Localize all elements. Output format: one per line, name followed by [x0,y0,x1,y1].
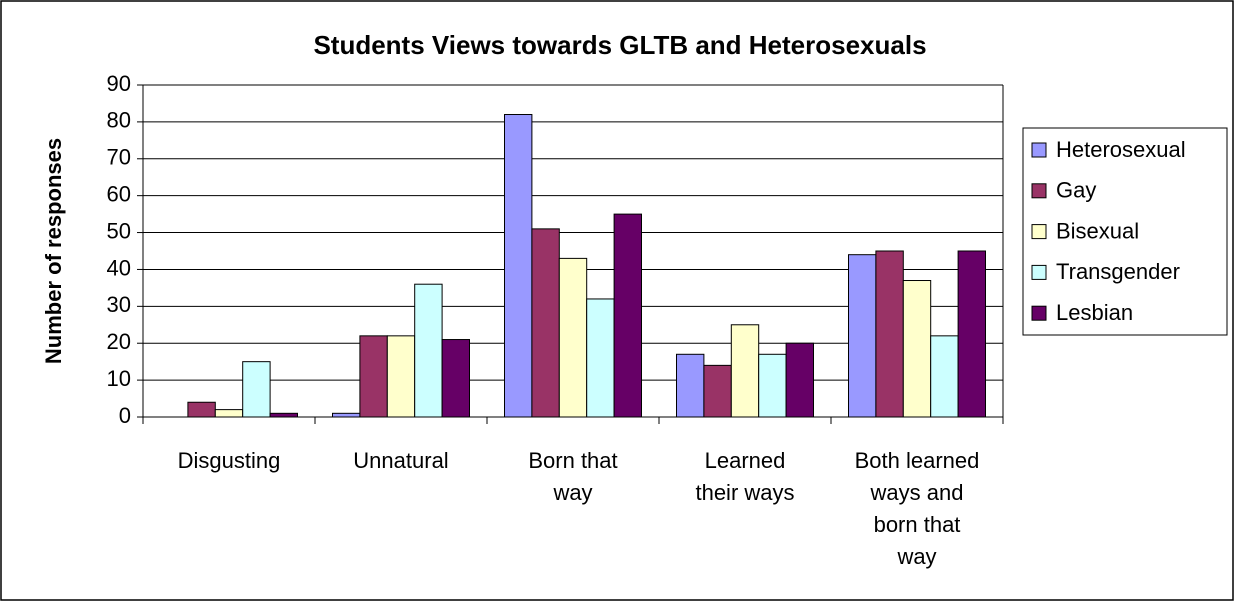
legend-label: Bisexual [1056,218,1139,243]
legend-swatch [1031,305,1047,321]
bar [758,353,787,418]
y-tick-label: 20 [107,329,131,354]
legend-swatch [1031,224,1047,240]
bar [359,335,388,418]
bar [214,409,244,418]
y-tick-label: 10 [107,366,131,391]
bar [930,335,959,418]
legend-label: Gay [1056,178,1096,203]
y-tick-label: 50 [107,218,131,243]
bar [414,283,443,418]
legend-swatch [1031,264,1047,280]
x-tick-label: Both learned ways and born that way [854,448,980,569]
bar [386,335,416,418]
y-tick-label: 40 [107,255,131,280]
legend-label: Lesbian [1056,300,1133,325]
bar [504,114,533,418]
bar [558,257,588,418]
y-tick-label: 0 [119,403,131,428]
legend-box [1022,127,1228,336]
y-tick-label: 70 [107,145,131,170]
x-tick-label: Born that way [528,448,618,505]
bar [957,250,986,418]
y-tick-label: 30 [107,292,131,317]
x-tick-label: Unnatural [353,448,449,473]
x-tick-label: Disgusting [177,448,281,473]
bar [676,353,705,418]
bar [703,364,732,418]
y-axis-label: Number of responses [41,138,66,364]
y-tick-label: 60 [107,181,131,206]
bar [441,339,471,418]
bar [848,254,877,418]
legend-label: Heterosexual [1056,137,1186,162]
chart-title: Students Views towards GLTB and Heterose… [313,30,926,60]
bar [586,298,615,418]
bar [332,412,361,418]
x-tick-label: Learned their ways [695,448,795,505]
y-tick-label: 80 [107,108,131,133]
legend-swatch [1031,183,1047,199]
y-tick-label: 90 [107,71,131,96]
bar [242,361,271,418]
legend-swatch [1031,142,1047,158]
legend-label: Transgender [1056,259,1180,284]
bar [187,401,216,418]
bar [531,228,560,418]
bar [785,342,814,418]
bar [902,280,932,418]
bar [269,412,299,418]
bar [730,324,760,418]
bar [613,213,642,418]
bar [875,250,904,418]
